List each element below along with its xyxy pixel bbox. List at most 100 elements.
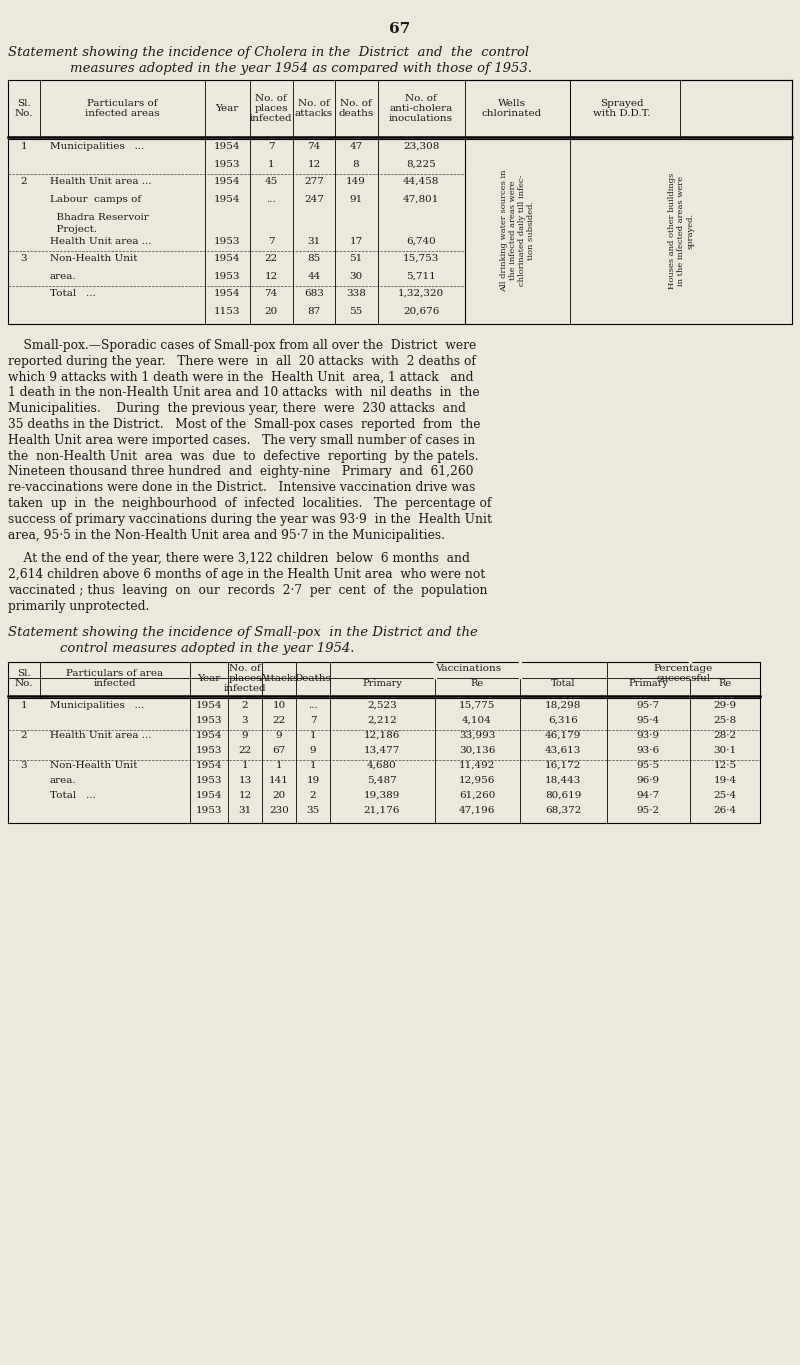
- Text: Project.: Project.: [50, 225, 97, 233]
- Text: 2: 2: [21, 730, 27, 740]
- Text: 13,477: 13,477: [364, 745, 400, 755]
- Text: 22: 22: [238, 745, 252, 755]
- Text: 25·4: 25·4: [714, 790, 737, 800]
- Text: control measures adopted in the year 1954.: control measures adopted in the year 195…: [60, 642, 354, 655]
- Text: 2,212: 2,212: [367, 715, 397, 725]
- Text: Health Unit area ...: Health Unit area ...: [50, 177, 151, 186]
- Text: 1: 1: [242, 760, 248, 770]
- Text: 1953: 1953: [214, 160, 240, 169]
- Text: 19·4: 19·4: [714, 775, 737, 785]
- Text: 30: 30: [350, 272, 362, 281]
- Text: 1953: 1953: [196, 745, 222, 755]
- Text: 1954: 1954: [196, 700, 222, 710]
- Text: 8: 8: [353, 160, 359, 169]
- Text: 67: 67: [390, 22, 410, 35]
- Text: Houses and other buildings
in the infected areas were
sprayed.: Houses and other buildings in the infect…: [668, 172, 694, 288]
- Text: Non-Health Unit: Non-Health Unit: [50, 760, 138, 770]
- Text: 19,389: 19,389: [364, 790, 400, 800]
- Text: 4,680: 4,680: [367, 760, 397, 770]
- Text: 33,993: 33,993: [459, 730, 495, 740]
- Text: Wells
chlorinated: Wells chlorinated: [482, 98, 542, 119]
- Text: 16,172: 16,172: [545, 760, 581, 770]
- Text: measures adopted in the year 1954 as compared with those of 1953.: measures adopted in the year 1954 as com…: [70, 61, 532, 75]
- Text: 149: 149: [346, 177, 366, 186]
- Text: No. of
anti-cholera
inoculations: No. of anti-cholera inoculations: [389, 94, 453, 123]
- Text: 80,619: 80,619: [545, 790, 581, 800]
- Text: area.: area.: [50, 775, 77, 785]
- Text: success of primary vaccinations during the year was 93·9  in the  Health Unit: success of primary vaccinations during t…: [8, 513, 492, 526]
- Text: 9: 9: [310, 745, 316, 755]
- Text: 68,372: 68,372: [545, 805, 581, 815]
- Text: 1: 1: [21, 142, 27, 152]
- Text: 18,298: 18,298: [545, 700, 581, 710]
- Text: Year: Year: [198, 674, 221, 682]
- Text: 1953: 1953: [196, 805, 222, 815]
- Text: 17: 17: [350, 238, 362, 246]
- Text: 44: 44: [307, 272, 321, 281]
- Text: 23,308: 23,308: [403, 142, 439, 152]
- Text: 2,523: 2,523: [367, 700, 397, 710]
- Text: 47,196: 47,196: [459, 805, 495, 815]
- Text: 25·8: 25·8: [714, 715, 737, 725]
- Text: 20: 20: [272, 790, 286, 800]
- Text: Statement showing the incidence of Cholera in the  District  and  the  control: Statement showing the incidence of Chole…: [8, 46, 529, 59]
- Text: 1 death in the non-Health Unit area and 10 attacks  with  nil deaths  in  the: 1 death in the non-Health Unit area and …: [8, 386, 480, 400]
- Text: Sprayed
with D.D.T.: Sprayed with D.D.T.: [594, 98, 650, 119]
- Text: area, 95·5 in the Non-Health Unit area and 95·7 in the Municipalities.: area, 95·5 in the Non-Health Unit area a…: [8, 528, 445, 542]
- Text: Bhadra Reservoir: Bhadra Reservoir: [50, 213, 149, 222]
- Text: 1954: 1954: [196, 730, 222, 740]
- Text: which 9 attacks with 1 death were in the  Health Unit  area, 1 attack   and: which 9 attacks with 1 death were in the…: [8, 371, 474, 384]
- Text: 74: 74: [307, 142, 321, 152]
- Text: 12·5: 12·5: [714, 760, 737, 770]
- Text: Health Unit area were imported cases.   The very small number of cases in: Health Unit area were imported cases. Th…: [8, 434, 475, 446]
- Text: 12,956: 12,956: [459, 775, 495, 785]
- Text: 22: 22: [272, 715, 286, 725]
- Text: 74: 74: [264, 289, 278, 298]
- Text: 1953: 1953: [214, 238, 240, 246]
- Text: 1954: 1954: [196, 760, 222, 770]
- Text: 93·6: 93·6: [637, 745, 659, 755]
- Text: 6,740: 6,740: [406, 238, 436, 246]
- Text: 1: 1: [268, 160, 274, 169]
- Text: 12,186: 12,186: [364, 730, 400, 740]
- Text: 5,487: 5,487: [367, 775, 397, 785]
- Text: re-vaccinations were done in the District.   Intensive vaccination drive was: re-vaccinations were done in the Distric…: [8, 482, 475, 494]
- Text: 1954: 1954: [214, 289, 240, 298]
- Text: 3: 3: [21, 760, 27, 770]
- Text: 141: 141: [269, 775, 289, 785]
- Text: 230: 230: [269, 805, 289, 815]
- Text: 96·9: 96·9: [637, 775, 659, 785]
- Text: 277: 277: [304, 177, 324, 186]
- Text: Primary: Primary: [362, 678, 402, 688]
- Text: 1953: 1953: [214, 272, 240, 281]
- Text: 15,775: 15,775: [459, 700, 495, 710]
- Text: Municipalities   ...: Municipalities ...: [50, 700, 144, 710]
- Text: 35: 35: [306, 805, 320, 815]
- Text: 47,801: 47,801: [403, 195, 439, 203]
- Text: 87: 87: [307, 307, 321, 317]
- Text: Particulars of
infected areas: Particulars of infected areas: [85, 98, 159, 119]
- Text: 30·1: 30·1: [714, 745, 737, 755]
- Text: 1: 1: [21, 700, 27, 710]
- Text: Deaths: Deaths: [294, 674, 331, 682]
- Text: 15,753: 15,753: [403, 254, 439, 263]
- Text: Attacks: Attacks: [259, 674, 298, 682]
- Text: 1954: 1954: [214, 195, 240, 203]
- Text: All drinking water sources in
the infected areas were
chlorinated daily till inf: All drinking water sources in the infect…: [500, 169, 535, 292]
- Text: 683: 683: [304, 289, 324, 298]
- Text: 21,176: 21,176: [364, 805, 400, 815]
- Text: Year: Year: [215, 104, 238, 113]
- Text: 7: 7: [268, 238, 274, 246]
- Text: 45: 45: [264, 177, 278, 186]
- Text: 95·2: 95·2: [637, 805, 659, 815]
- Text: 93·9: 93·9: [637, 730, 659, 740]
- Text: 22: 22: [264, 254, 278, 263]
- Text: No. of
attacks: No. of attacks: [295, 98, 333, 119]
- Text: Primary: Primary: [628, 678, 668, 688]
- Text: 30,136: 30,136: [459, 745, 495, 755]
- Text: 44,458: 44,458: [403, 177, 439, 186]
- Text: Particulars of area
infected: Particulars of area infected: [66, 669, 163, 688]
- Text: 2: 2: [242, 700, 248, 710]
- Text: 11,492: 11,492: [459, 760, 495, 770]
- Text: 2,614 children above 6 months of age in the Health Unit area  who were not: 2,614 children above 6 months of age in …: [8, 568, 486, 581]
